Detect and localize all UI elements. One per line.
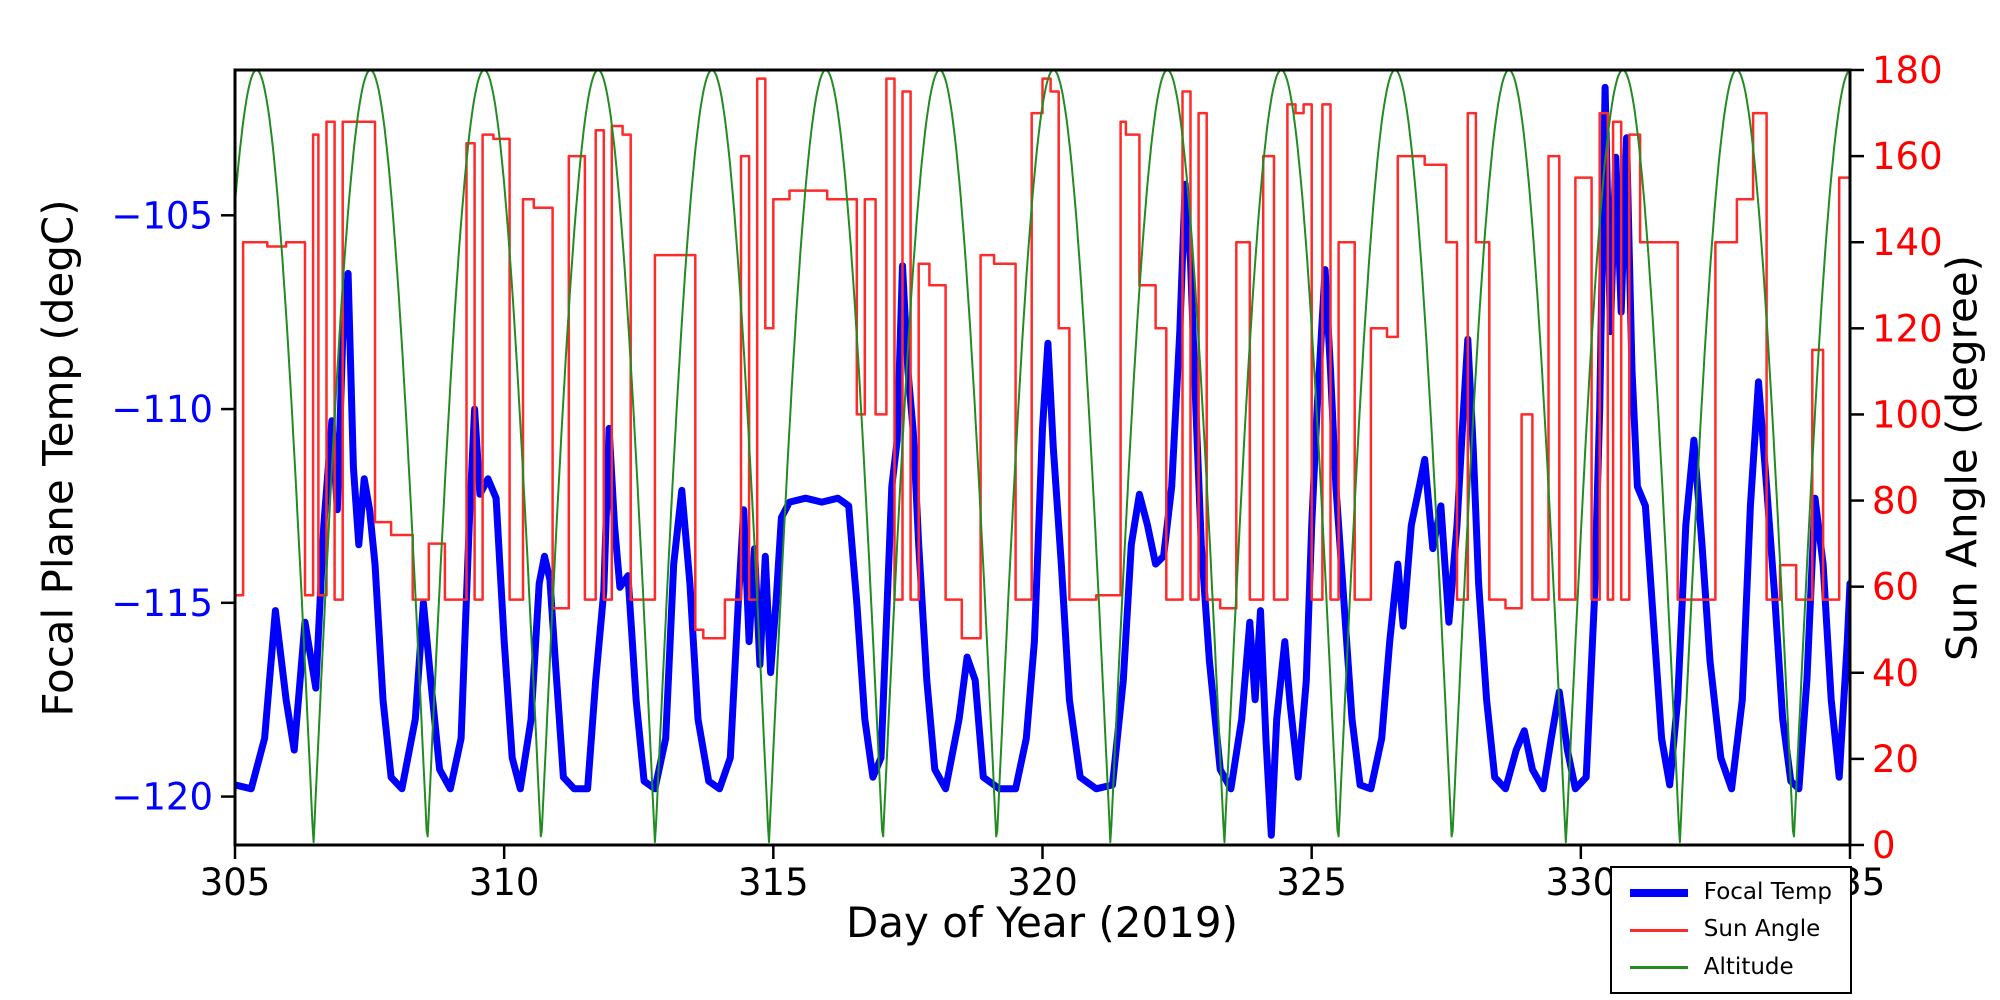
right-y-tick-label: 120 xyxy=(1872,307,1943,350)
right-y-axis-label: Sun Angle (degree) xyxy=(1938,255,1987,661)
legend-line-altitude xyxy=(1630,966,1688,969)
right-y-tick-label: 180 xyxy=(1872,49,1943,92)
legend-line-sun-angle xyxy=(1630,929,1688,932)
x-tick-label: 325 xyxy=(1276,861,1347,904)
legend-label-altitude: Altitude xyxy=(1704,955,1794,980)
figure: 305310315320325330335−105−110−115−120020… xyxy=(0,0,2000,1000)
legend-label-focal-temp: Focal Temp xyxy=(1704,880,1832,905)
right-y-tick-label: 0 xyxy=(1872,824,1896,867)
x-axis-label: Day of Year (2019) xyxy=(846,898,1238,947)
x-tick-label: 305 xyxy=(200,861,271,904)
x-tick-label: 315 xyxy=(738,861,809,904)
right-y-tick-label: 20 xyxy=(1872,738,1919,781)
x-tick-label: 310 xyxy=(469,861,540,904)
right-y-tick-label: 40 xyxy=(1872,652,1919,695)
legend: Focal Temp Sun Angle Altitude xyxy=(1610,866,1852,994)
legend-entry-sun-angle: Sun Angle xyxy=(1630,917,1832,942)
series-group xyxy=(235,70,1850,842)
right-y-tick-label: 160 xyxy=(1872,135,1943,178)
right-y-tick-label: 100 xyxy=(1872,393,1943,436)
left-y-tick-label: −110 xyxy=(111,388,213,431)
legend-entry-focal-temp: Focal Temp xyxy=(1630,880,1832,905)
left-y-tick-label: −120 xyxy=(111,776,213,819)
plot-area: 305310315320325330335−105−110−115−120020… xyxy=(0,0,2000,1000)
legend-entry-altitude: Altitude xyxy=(1630,955,1832,980)
left-y-tick-label: −105 xyxy=(111,194,213,237)
x-tick-label: 330 xyxy=(1546,861,1617,904)
right-y-tick-label: 60 xyxy=(1872,566,1919,609)
legend-line-focal-temp xyxy=(1630,889,1688,897)
sun-angle-line xyxy=(235,79,1850,639)
right-y-tick-label: 80 xyxy=(1872,480,1919,523)
legend-label-sun-angle: Sun Angle xyxy=(1704,917,1821,942)
right-y-tick-label: 140 xyxy=(1872,221,1943,264)
left-y-axis-label: Focal Plane Temp (degC) xyxy=(34,199,83,716)
left-y-tick-label: −115 xyxy=(111,582,213,625)
